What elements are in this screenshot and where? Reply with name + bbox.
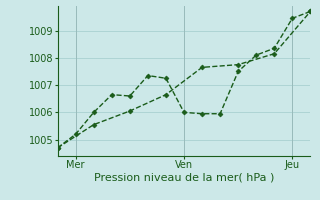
X-axis label: Pression niveau de la mer( hPa ): Pression niveau de la mer( hPa ) [94, 173, 274, 183]
